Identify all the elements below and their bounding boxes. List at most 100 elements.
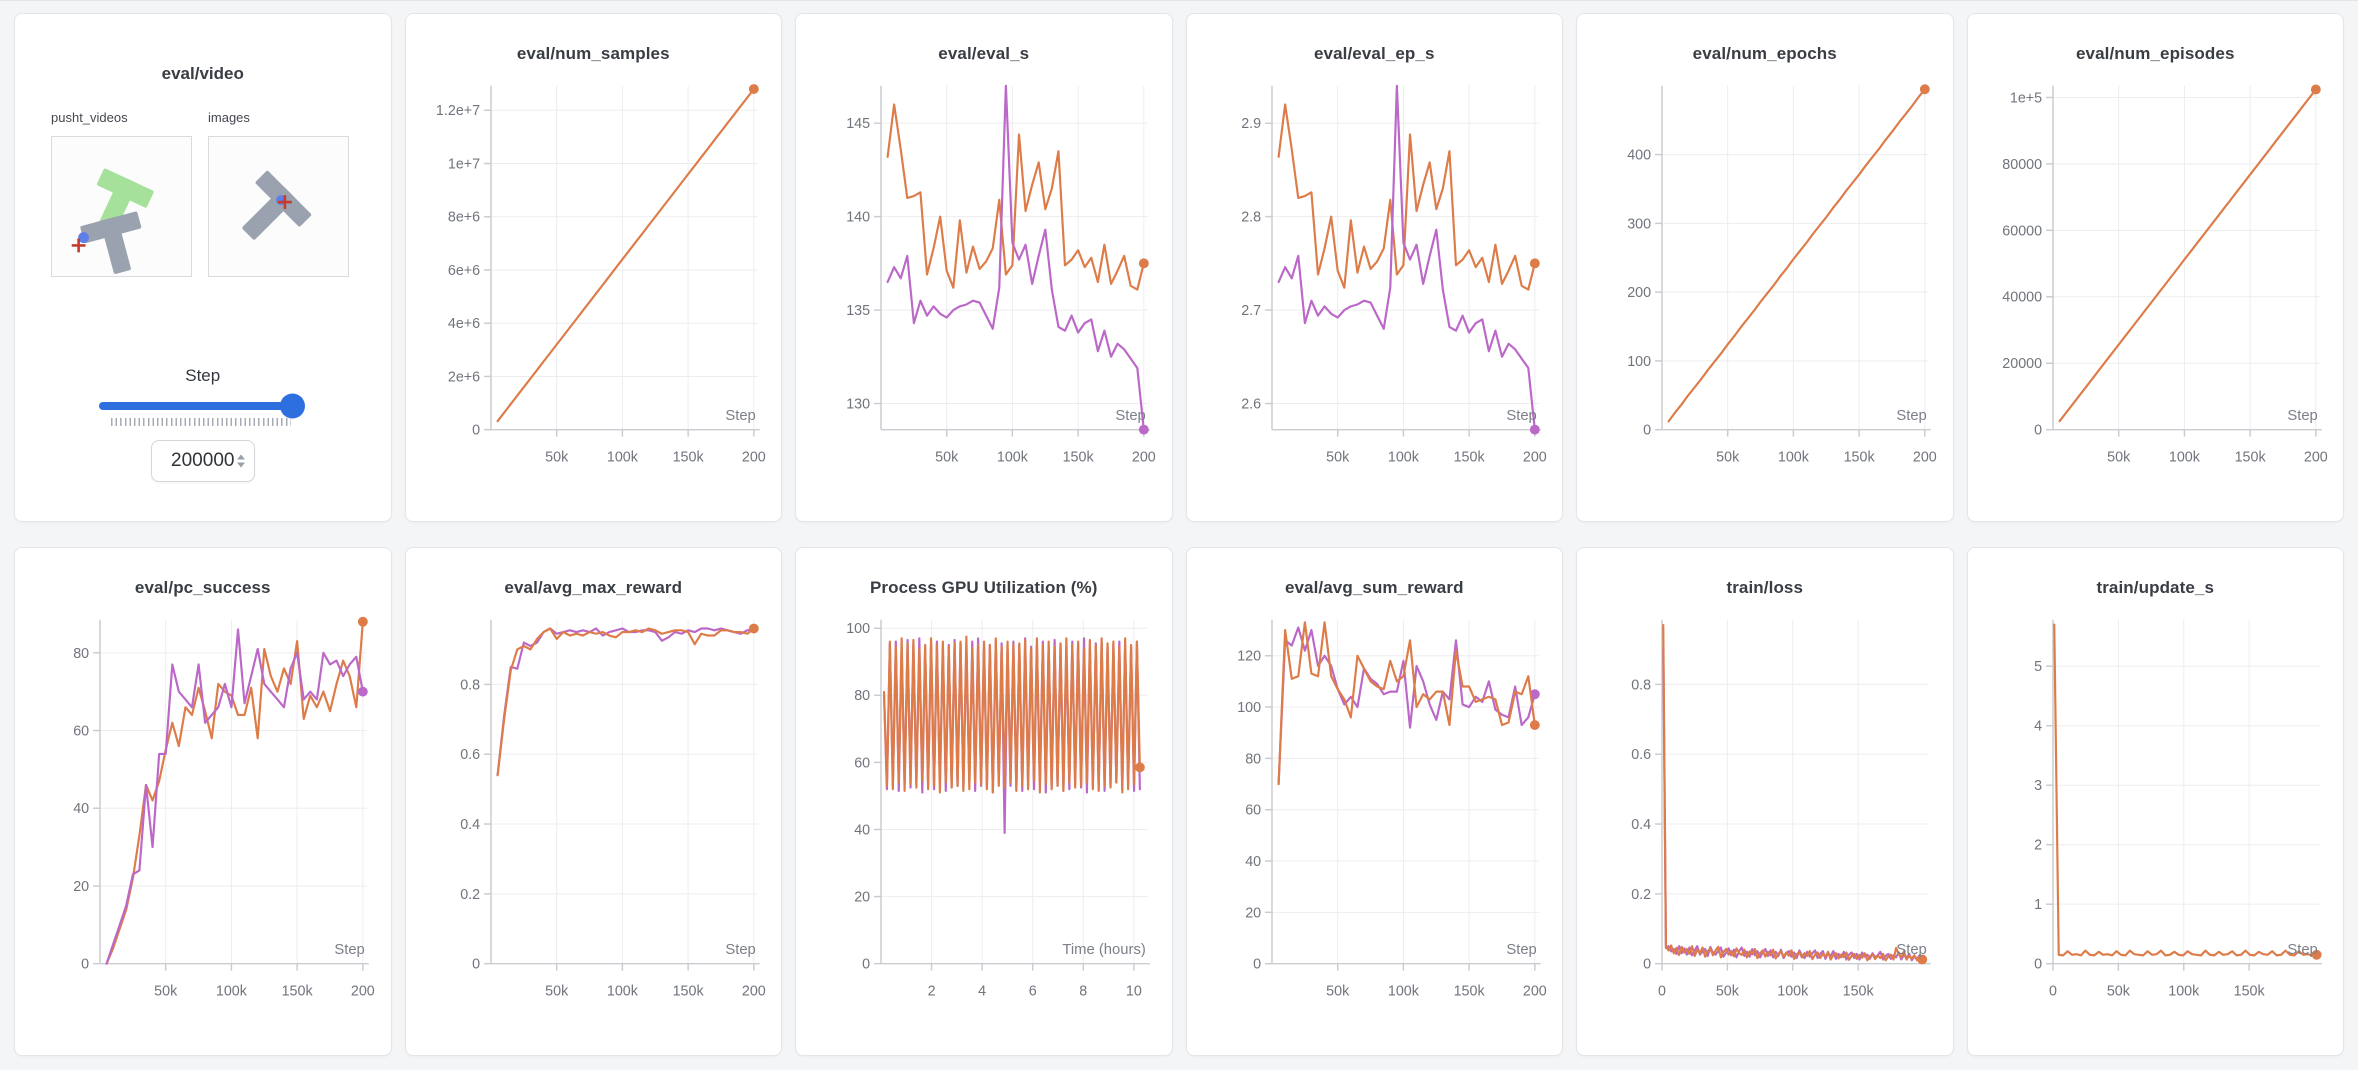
svg-text:40: 40: [1245, 854, 1261, 870]
svg-text:50k: 50k: [545, 983, 569, 999]
svg-text:Step: Step: [334, 942, 364, 958]
svg-text:0: 0: [1253, 957, 1261, 973]
svg-text:40: 40: [854, 822, 870, 838]
svg-text:200: 200: [2303, 449, 2327, 465]
svg-text:0.6: 0.6: [1631, 747, 1651, 763]
chart-canvas[interactable]: 50k 100k 150k 200 0 20 40 60 80 100 120 Step: [1187, 604, 1563, 1044]
panel-eval-num-episodes: eval/num_episodes 50k 100k 150k 200 0 20000 40…: [1966, 13, 2344, 522]
svg-text:40: 40: [73, 801, 89, 817]
chart-title: Process GPU Utilization (%): [869, 578, 1098, 597]
svg-text:Step: Step: [725, 942, 755, 958]
stepper-arrows-icon[interactable]: [236, 454, 245, 468]
svg-text:0: 0: [862, 957, 870, 973]
svg-text:60000: 60000: [2002, 223, 2042, 239]
step-slider[interactable]: [99, 393, 305, 419]
svg-text:1: 1: [2034, 897, 2042, 913]
chart-title: eval/num_episodes: [2075, 44, 2235, 63]
agent-dot: [78, 232, 89, 243]
svg-text:150k: 150k: [1453, 983, 1485, 999]
chart-title: eval/num_epochs: [1692, 44, 1837, 63]
svg-text:1e+7: 1e+7: [447, 156, 479, 172]
step-value: 200000: [171, 450, 235, 471]
svg-text:1.2e+7: 1.2e+7: [435, 103, 479, 119]
svg-text:20: 20: [73, 879, 89, 895]
svg-text:140: 140: [846, 210, 870, 226]
svg-text:80: 80: [854, 688, 870, 704]
svg-text:4e+6: 4e+6: [447, 316, 479, 332]
step-value-input[interactable]: 200000: [150, 440, 255, 482]
chart-canvas[interactable]: 50k 100k 150k 200 0 100 200 300 400 Step: [1577, 70, 1953, 510]
chart-canvas[interactable]: 50k 100k 150k 200 0 20000 40000 60000 80000 1e+5 S…: [1968, 70, 2344, 510]
svg-text:100k: 100k: [606, 449, 638, 465]
goal-cross-icon: [71, 238, 86, 253]
svg-text:150k: 150k: [672, 983, 704, 999]
chart-title: eval/eval_ep_s: [1314, 44, 1435, 63]
svg-text:Step: Step: [1115, 408, 1145, 424]
svg-text:100k: 100k: [2168, 449, 2200, 465]
svg-text:200: 200: [1627, 285, 1651, 301]
svg-text:200: 200: [351, 983, 375, 999]
svg-text:0.4: 0.4: [1631, 817, 1651, 833]
svg-text:0: 0: [472, 423, 480, 439]
svg-text:Step: Step: [725, 408, 755, 424]
svg-text:0.4: 0.4: [460, 817, 480, 833]
svg-text:50k: 50k: [1716, 983, 1740, 999]
svg-text:4: 4: [2034, 719, 2042, 735]
svg-text:80: 80: [73, 646, 89, 662]
svg-text:150k: 150k: [1843, 983, 1875, 999]
svg-text:2e+6: 2e+6: [447, 369, 479, 385]
svg-text:6: 6: [1029, 983, 1037, 999]
chart-canvas[interactable]: 50k 100k 150k 200 0 2e+6 4e+6 6e+6 8e+6 1e+7 1.2e+…: [406, 70, 782, 510]
chart-canvas[interactable]: 50k 100k 150k 200 130 135 140 145 Step: [796, 70, 1172, 510]
svg-text:100k: 100k: [1777, 983, 1809, 999]
chart-title: eval/avg_max_reward: [504, 578, 683, 597]
svg-text:150k: 150k: [1063, 449, 1095, 465]
svg-text:0.2: 0.2: [460, 887, 480, 903]
svg-text:200: 200: [1132, 449, 1156, 465]
pusht-videos-thumbnail[interactable]: [51, 136, 192, 277]
svg-text:100k: 100k: [997, 449, 1029, 465]
svg-text:200: 200: [741, 983, 765, 999]
svg-text:50k: 50k: [545, 449, 569, 465]
chart-canvas[interactable]: 50k 100k 150k 200 2.6 2.7 2.8 2.9 Step: [1187, 70, 1563, 510]
svg-text:100k: 100k: [1778, 449, 1810, 465]
svg-text:Step: Step: [1506, 408, 1536, 424]
svg-text:50k: 50k: [2106, 983, 2130, 999]
chart-canvas[interactable]: 50k 100k 150k 200 0 0.2 0.4 0.6 0.8 Step: [406, 604, 782, 1044]
step-slider-thumb[interactable]: [280, 393, 305, 419]
svg-text:Step: Step: [1506, 942, 1536, 958]
svg-text:Step: Step: [1896, 942, 1926, 958]
chart-canvas[interactable]: 0 50k 100k 150k 0 1 2 3 4 5 Step: [1968, 604, 2344, 1044]
svg-text:2.7: 2.7: [1241, 303, 1261, 319]
chart-title: train/update_s: [2096, 578, 2215, 597]
svg-text:2: 2: [928, 983, 936, 999]
panel-eval-eval-ep-s: eval/eval_ep_s 50k 100k 150k 200 2.6 2.7 2.8 2.…: [1185, 13, 1563, 522]
svg-text:200: 200: [741, 449, 765, 465]
svg-text:0: 0: [1643, 423, 1651, 439]
svg-text:150k: 150k: [672, 449, 704, 465]
images-thumbnail[interactable]: [208, 136, 349, 277]
svg-text:100k: 100k: [1387, 449, 1419, 465]
svg-text:60: 60: [73, 723, 89, 739]
svg-text:2.6: 2.6: [1241, 396, 1261, 412]
svg-text:100: 100: [1627, 354, 1651, 370]
svg-text:150k: 150k: [2233, 983, 2265, 999]
svg-text:50k: 50k: [935, 449, 959, 465]
goal-cross-icon: [278, 195, 292, 209]
svg-text:130: 130: [846, 396, 870, 412]
panel-train-loss: train/loss 0 50k 100k 150k 0 0.2 0.4 0.6 0.8 Step: [1576, 547, 1954, 1056]
svg-text:2.8: 2.8: [1241, 210, 1261, 226]
svg-text:60: 60: [1245, 803, 1261, 819]
chart-canvas[interactable]: 0 50k 100k 150k 0 0.2 0.4 0.6 0.8 Step: [1577, 604, 1953, 1044]
svg-text:0.8: 0.8: [460, 677, 480, 693]
svg-text:150k: 150k: [1453, 449, 1485, 465]
chart-canvas[interactable]: 50k 100k 150k 200 0 20 40 60 80 Step: [15, 604, 391, 1044]
svg-text:0.8: 0.8: [1631, 677, 1651, 693]
svg-text:1e+5: 1e+5: [2009, 90, 2041, 106]
chart-title: eval/avg_sum_reward: [1284, 578, 1464, 597]
svg-text:Step: Step: [2287, 408, 2317, 424]
svg-text:100k: 100k: [1387, 983, 1419, 999]
svg-text:50k: 50k: [2107, 449, 2131, 465]
panel-eval-num-epochs: eval/num_epochs 50k 100k 150k 200 0 100 200 300…: [1576, 13, 1954, 522]
